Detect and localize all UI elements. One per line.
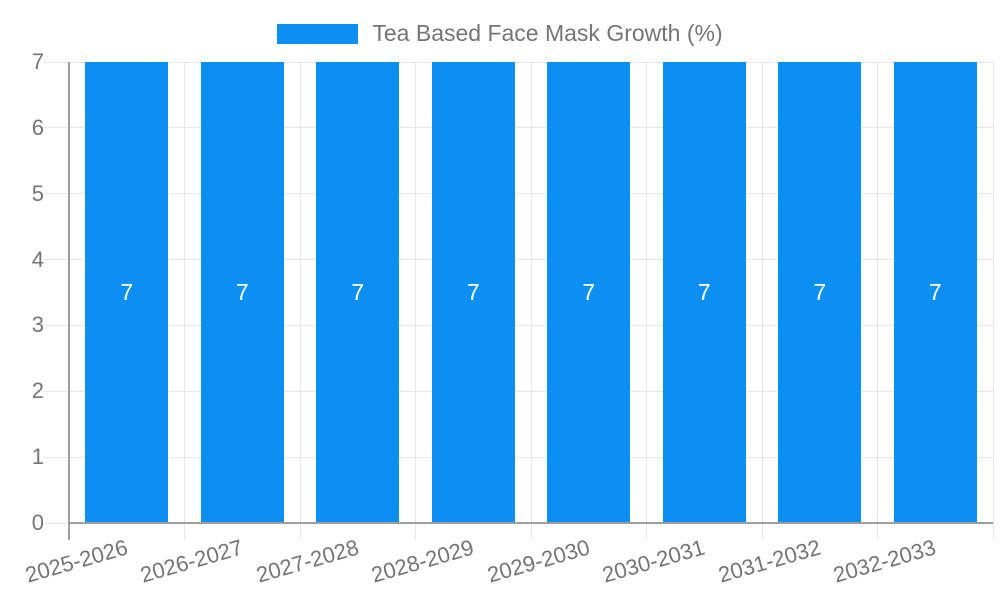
- y-tick-label: 3: [31, 312, 44, 338]
- x-tick-label: 2029-2030: [484, 534, 593, 588]
- bar-value-label: 7: [582, 279, 596, 305]
- v-gridline: [761, 62, 763, 540]
- bar: 7: [547, 62, 631, 523]
- h-gridline: [44, 324, 993, 326]
- bar-value-label: 7: [813, 279, 827, 305]
- x-tick-label: 2027-2028: [253, 534, 362, 588]
- y-tick-label: 5: [31, 180, 44, 206]
- h-gridline: [44, 127, 993, 129]
- bar: 7: [316, 62, 400, 523]
- bar: 7: [778, 62, 862, 523]
- h-gridline: [44, 259, 993, 261]
- x-tick-label: 2025-2026: [22, 534, 131, 588]
- bar-value-label: 7: [466, 279, 480, 305]
- y-tick-label: 6: [31, 114, 44, 140]
- plot-area: 7 7 7 7 7 7 7 7: [44, 61, 994, 540]
- v-gridline: [530, 62, 532, 540]
- x-tick-label: 2032-2033: [830, 534, 939, 588]
- h-gridline: [44, 390, 993, 392]
- v-gridline: [992, 62, 994, 540]
- h-gridline: [44, 61, 993, 63]
- x-tick-label: 2026-2027: [137, 534, 246, 588]
- bar-value-label: 7: [235, 279, 249, 305]
- x-tick-label: 2031-2032: [715, 534, 824, 588]
- y-tick-label: 1: [31, 444, 44, 470]
- y-tick-label: 2: [31, 378, 44, 404]
- v-gridline: [184, 62, 185, 540]
- bar: 7: [85, 62, 169, 523]
- chart-legend: Tea Based Face Mask Growth (%): [0, 22, 1000, 45]
- bar-value-label: 7: [928, 279, 942, 305]
- bar-value-label: 7: [351, 279, 365, 305]
- bar: 7: [893, 62, 977, 523]
- y-axis: [68, 62, 70, 540]
- bar-value-label: 7: [697, 279, 711, 305]
- y-tick-label: 0: [31, 510, 44, 535]
- v-gridline: [299, 62, 301, 540]
- x-axis: [69, 522, 993, 524]
- x-tick-label: 2030-2031: [599, 534, 708, 588]
- y-tick-label: 7: [31, 49, 44, 74]
- x-tick-label: 2028-2029: [368, 534, 477, 588]
- legend-label: Tea Based Face Mask Growth (%): [372, 20, 723, 46]
- h-gridline: [44, 193, 993, 195]
- bar: 7: [431, 62, 515, 523]
- v-gridline: [415, 62, 416, 540]
- y-tick-label: 4: [31, 246, 44, 272]
- bar-value-label: 7: [120, 279, 134, 305]
- legend-swatch: [277, 23, 359, 44]
- bar: 7: [200, 62, 284, 523]
- bar: 7: [662, 62, 746, 523]
- v-gridline: [646, 62, 647, 540]
- v-gridline: [877, 62, 878, 540]
- h-gridline: [44, 456, 993, 458]
